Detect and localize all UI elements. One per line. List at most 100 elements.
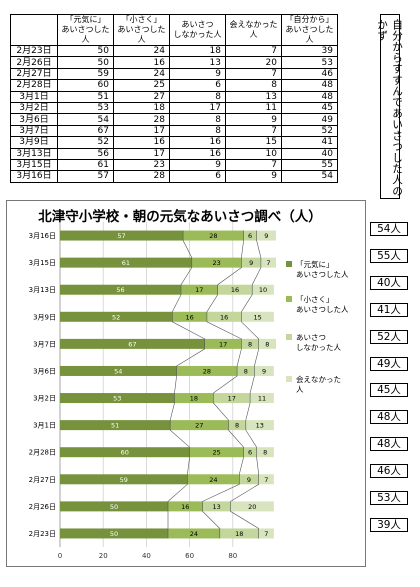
bar-segment bbox=[202, 501, 231, 512]
bar-value-label: 15 bbox=[253, 313, 261, 321]
bar-value-label: 20 bbox=[248, 503, 256, 511]
bar-segment bbox=[60, 338, 205, 349]
series-connector-line bbox=[202, 230, 244, 539]
category-label: 3月16日 bbox=[29, 232, 56, 240]
category-label: 3月2日 bbox=[33, 395, 56, 403]
bar-value-label: 17 bbox=[219, 340, 227, 348]
bar-value-label: 50 bbox=[110, 530, 118, 538]
legend-label: 人 bbox=[296, 385, 304, 394]
bar-value-label: 23 bbox=[212, 259, 220, 267]
total-box: 48人 bbox=[370, 410, 408, 425]
bar-segment bbox=[256, 447, 274, 458]
table-row: 3月6日 54 28 8 9 49 bbox=[10, 113, 338, 126]
bar-segment bbox=[204, 338, 242, 349]
bar-value-label: 24 bbox=[190, 530, 198, 538]
table-value-cell: 54 bbox=[281, 170, 338, 183]
legend-swatch bbox=[286, 376, 292, 382]
bar-value-label: 52 bbox=[112, 313, 120, 321]
bar-segment bbox=[252, 284, 274, 295]
category-label: 3月9日 bbox=[33, 313, 56, 321]
bar-value-label: 13 bbox=[256, 422, 264, 430]
bar-segment bbox=[243, 230, 257, 241]
bar-value-label: 9 bbox=[247, 476, 251, 484]
bar-value-label: 6 bbox=[248, 232, 252, 240]
bar-value-label: 25 bbox=[212, 449, 220, 457]
bar-value-label: 56 bbox=[116, 286, 124, 294]
bar-segment bbox=[243, 447, 257, 458]
bar-segment bbox=[60, 311, 173, 322]
legend-swatch bbox=[286, 296, 292, 302]
table-row: 2月26日 50 16 13 20 53 bbox=[10, 56, 338, 69]
category-label: 3月13日 bbox=[29, 286, 56, 294]
bar-segment bbox=[60, 365, 177, 376]
bar-segment bbox=[60, 501, 168, 512]
bar-segment bbox=[172, 311, 207, 322]
bar-value-label: 13 bbox=[212, 503, 220, 511]
table-row: 3月9日 52 16 16 15 41 bbox=[10, 136, 338, 149]
series-connector-line bbox=[230, 230, 262, 539]
bar-segment bbox=[191, 257, 242, 268]
table-value-cell: 46 bbox=[281, 67, 338, 81]
bar-segment bbox=[230, 501, 274, 512]
bar-value-label: 17 bbox=[228, 395, 236, 403]
bar-value-label: 28 bbox=[209, 232, 217, 240]
bar-value-label: 8 bbox=[235, 422, 239, 430]
bar-value-label: 7 bbox=[266, 259, 270, 267]
bar-segment bbox=[180, 284, 218, 295]
bar-value-label: 8 bbox=[248, 340, 252, 348]
bar-segment bbox=[206, 311, 242, 322]
total-box: 53人 bbox=[370, 491, 408, 505]
legend-swatch bbox=[286, 261, 292, 267]
bar-segment bbox=[258, 474, 274, 485]
bar-value-label: 59 bbox=[120, 476, 128, 484]
table-row: 3月1日 51 27 8 13 48 bbox=[10, 90, 338, 103]
table-row: 3月16日 57 28 6 9 54 bbox=[10, 170, 338, 183]
category-label: 2月26日 bbox=[29, 503, 56, 511]
bar-segment bbox=[60, 474, 188, 485]
legend-label: しなかった人 bbox=[296, 343, 341, 352]
bar-value-label: 53 bbox=[113, 395, 121, 403]
x-tick-label: 40 bbox=[142, 552, 151, 560]
total-box: 52人 bbox=[370, 329, 408, 344]
bar-value-label: 16 bbox=[220, 313, 228, 321]
bar-segment bbox=[256, 230, 276, 241]
bar-segment bbox=[176, 365, 238, 376]
bar-value-label: 8 bbox=[265, 340, 269, 348]
bar-segment bbox=[60, 257, 192, 268]
table-header-cell: 「自分から」 あいさつした人 bbox=[281, 14, 338, 46]
table-header-cell: あいさつ しなかった人 bbox=[169, 14, 226, 46]
table-value-cell: 9 bbox=[225, 170, 282, 183]
total-box: 49人 bbox=[370, 356, 408, 371]
table-row: 2月23日 50 24 18 7 39 bbox=[10, 44, 338, 58]
category-label: 3月6日 bbox=[33, 367, 56, 375]
category-label: 3月1日 bbox=[33, 422, 56, 430]
total-box: 55人 bbox=[370, 248, 408, 263]
bar-segment bbox=[60, 230, 184, 241]
total-box: 39人 bbox=[370, 517, 408, 532]
bar-segment bbox=[241, 311, 274, 322]
legend-label: 「元気に」 bbox=[296, 259, 334, 269]
bar-value-label: 60 bbox=[121, 449, 129, 457]
bar-segment bbox=[60, 284, 181, 295]
side-label-box: 自分からすすんであいさつした人のかず bbox=[376, 14, 403, 199]
legend-label: 「小さく」 bbox=[296, 295, 334, 304]
total-box: 46人 bbox=[370, 464, 408, 479]
category-label: 3月15日 bbox=[29, 259, 56, 267]
category-label: 2月28日 bbox=[29, 449, 56, 457]
table-header-row: 「元気に」 あいさつした人 「小さく」 あいさつした人 あいさつ しなかった人 会えなかった… bbox=[10, 14, 338, 46]
bar-segment bbox=[168, 528, 220, 539]
bar-value-label: 24 bbox=[209, 476, 217, 484]
bar-value-label: 61 bbox=[122, 259, 130, 267]
x-tick-label: 20 bbox=[99, 552, 108, 560]
bar-segment bbox=[241, 338, 259, 349]
bar-value-label: 11 bbox=[258, 395, 266, 403]
bar-value-label: 7 bbox=[264, 530, 268, 538]
bar-value-label: 67 bbox=[128, 340, 136, 348]
table-row: 2月28日 60 25 6 8 48 bbox=[10, 79, 338, 92]
bar-value-label: 9 bbox=[249, 259, 253, 267]
bar-segment bbox=[258, 338, 276, 349]
total-box: 48人 bbox=[370, 437, 408, 452]
bar-value-label: 27 bbox=[195, 422, 203, 430]
bar-value-label: 9 bbox=[262, 367, 266, 375]
